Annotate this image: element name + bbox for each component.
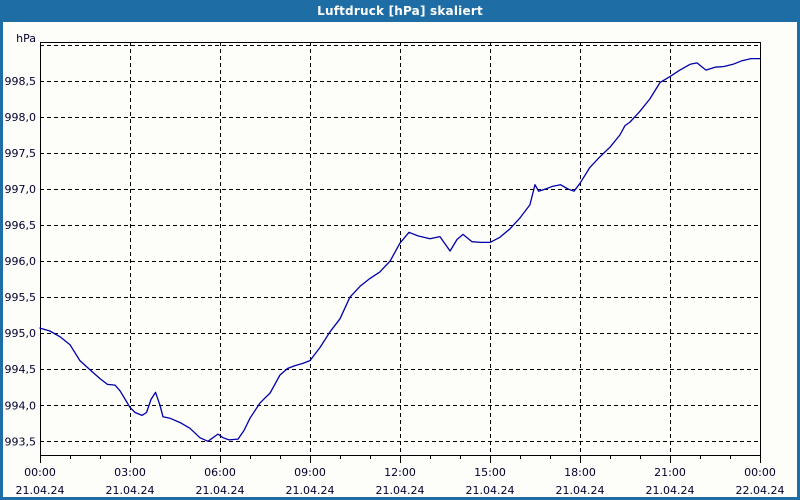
y-tick-label: 997,5: [5, 147, 37, 160]
window-titlebar: Luftdruck [hPa] skaliert: [0, 0, 800, 22]
y-tick-label: 998,5: [5, 75, 37, 88]
x-tick-time-label: 21:00: [654, 466, 686, 479]
x-tick-date-label: 21.04.24: [286, 484, 335, 497]
x-tick-date-label: 21.04.24: [196, 484, 245, 497]
x-tick-time-label: 15:00: [474, 466, 506, 479]
y-tick-label: 994,5: [5, 363, 37, 376]
x-tick-time-label: 18:00: [564, 466, 596, 479]
y-tick-label: 993,5: [5, 435, 37, 448]
x-tick-time-label: 00:00: [744, 466, 776, 479]
y-tick-label: 997,0: [5, 183, 37, 196]
x-tick-date-label: 21.04.24: [16, 484, 65, 497]
x-tick-time-label: 12:00: [384, 466, 416, 479]
y-tick-label: 994,0: [5, 399, 37, 412]
pressure-line-chart: 00:00 21.04.24 03:00 21.04.24 06:00 21.04.24 0…: [5, 42, 785, 497]
y-tick-label: 996,5: [5, 219, 37, 232]
x-tick-time-label: 03:00: [114, 466, 146, 479]
y-axis-unit-label: hPa: [16, 32, 36, 45]
y-tick-label: 998,0: [5, 111, 37, 124]
x-tick-date-label: 21.04.24: [106, 484, 155, 497]
x-tick-date-label: 21.04.24: [466, 484, 515, 497]
y-tick-label: 996,0: [5, 255, 37, 268]
x-tick-date-label: 21.04.24: [556, 484, 605, 497]
window-title: Luftdruck [hPa] skaliert: [317, 4, 483, 18]
y-tick-label: 995,5: [5, 291, 37, 304]
x-tick-date-label: 22.04.24: [736, 484, 785, 497]
x-tick-date-label: 21.04.24: [376, 484, 425, 497]
x-tick-time-label: 09:00: [294, 466, 326, 479]
pressure-series-line: [39, 57, 761, 442]
x-tick-time-label: 00:00: [24, 466, 56, 479]
x-tick-time-label: 06:00: [204, 466, 236, 479]
chart-area: hPa 00:00 21.04.24 03:00 21.04.24 06:00 21.04…: [3, 22, 797, 497]
y-tick-label: 995,0: [5, 327, 37, 340]
x-tick-date-label: 21.04.24: [646, 484, 695, 497]
